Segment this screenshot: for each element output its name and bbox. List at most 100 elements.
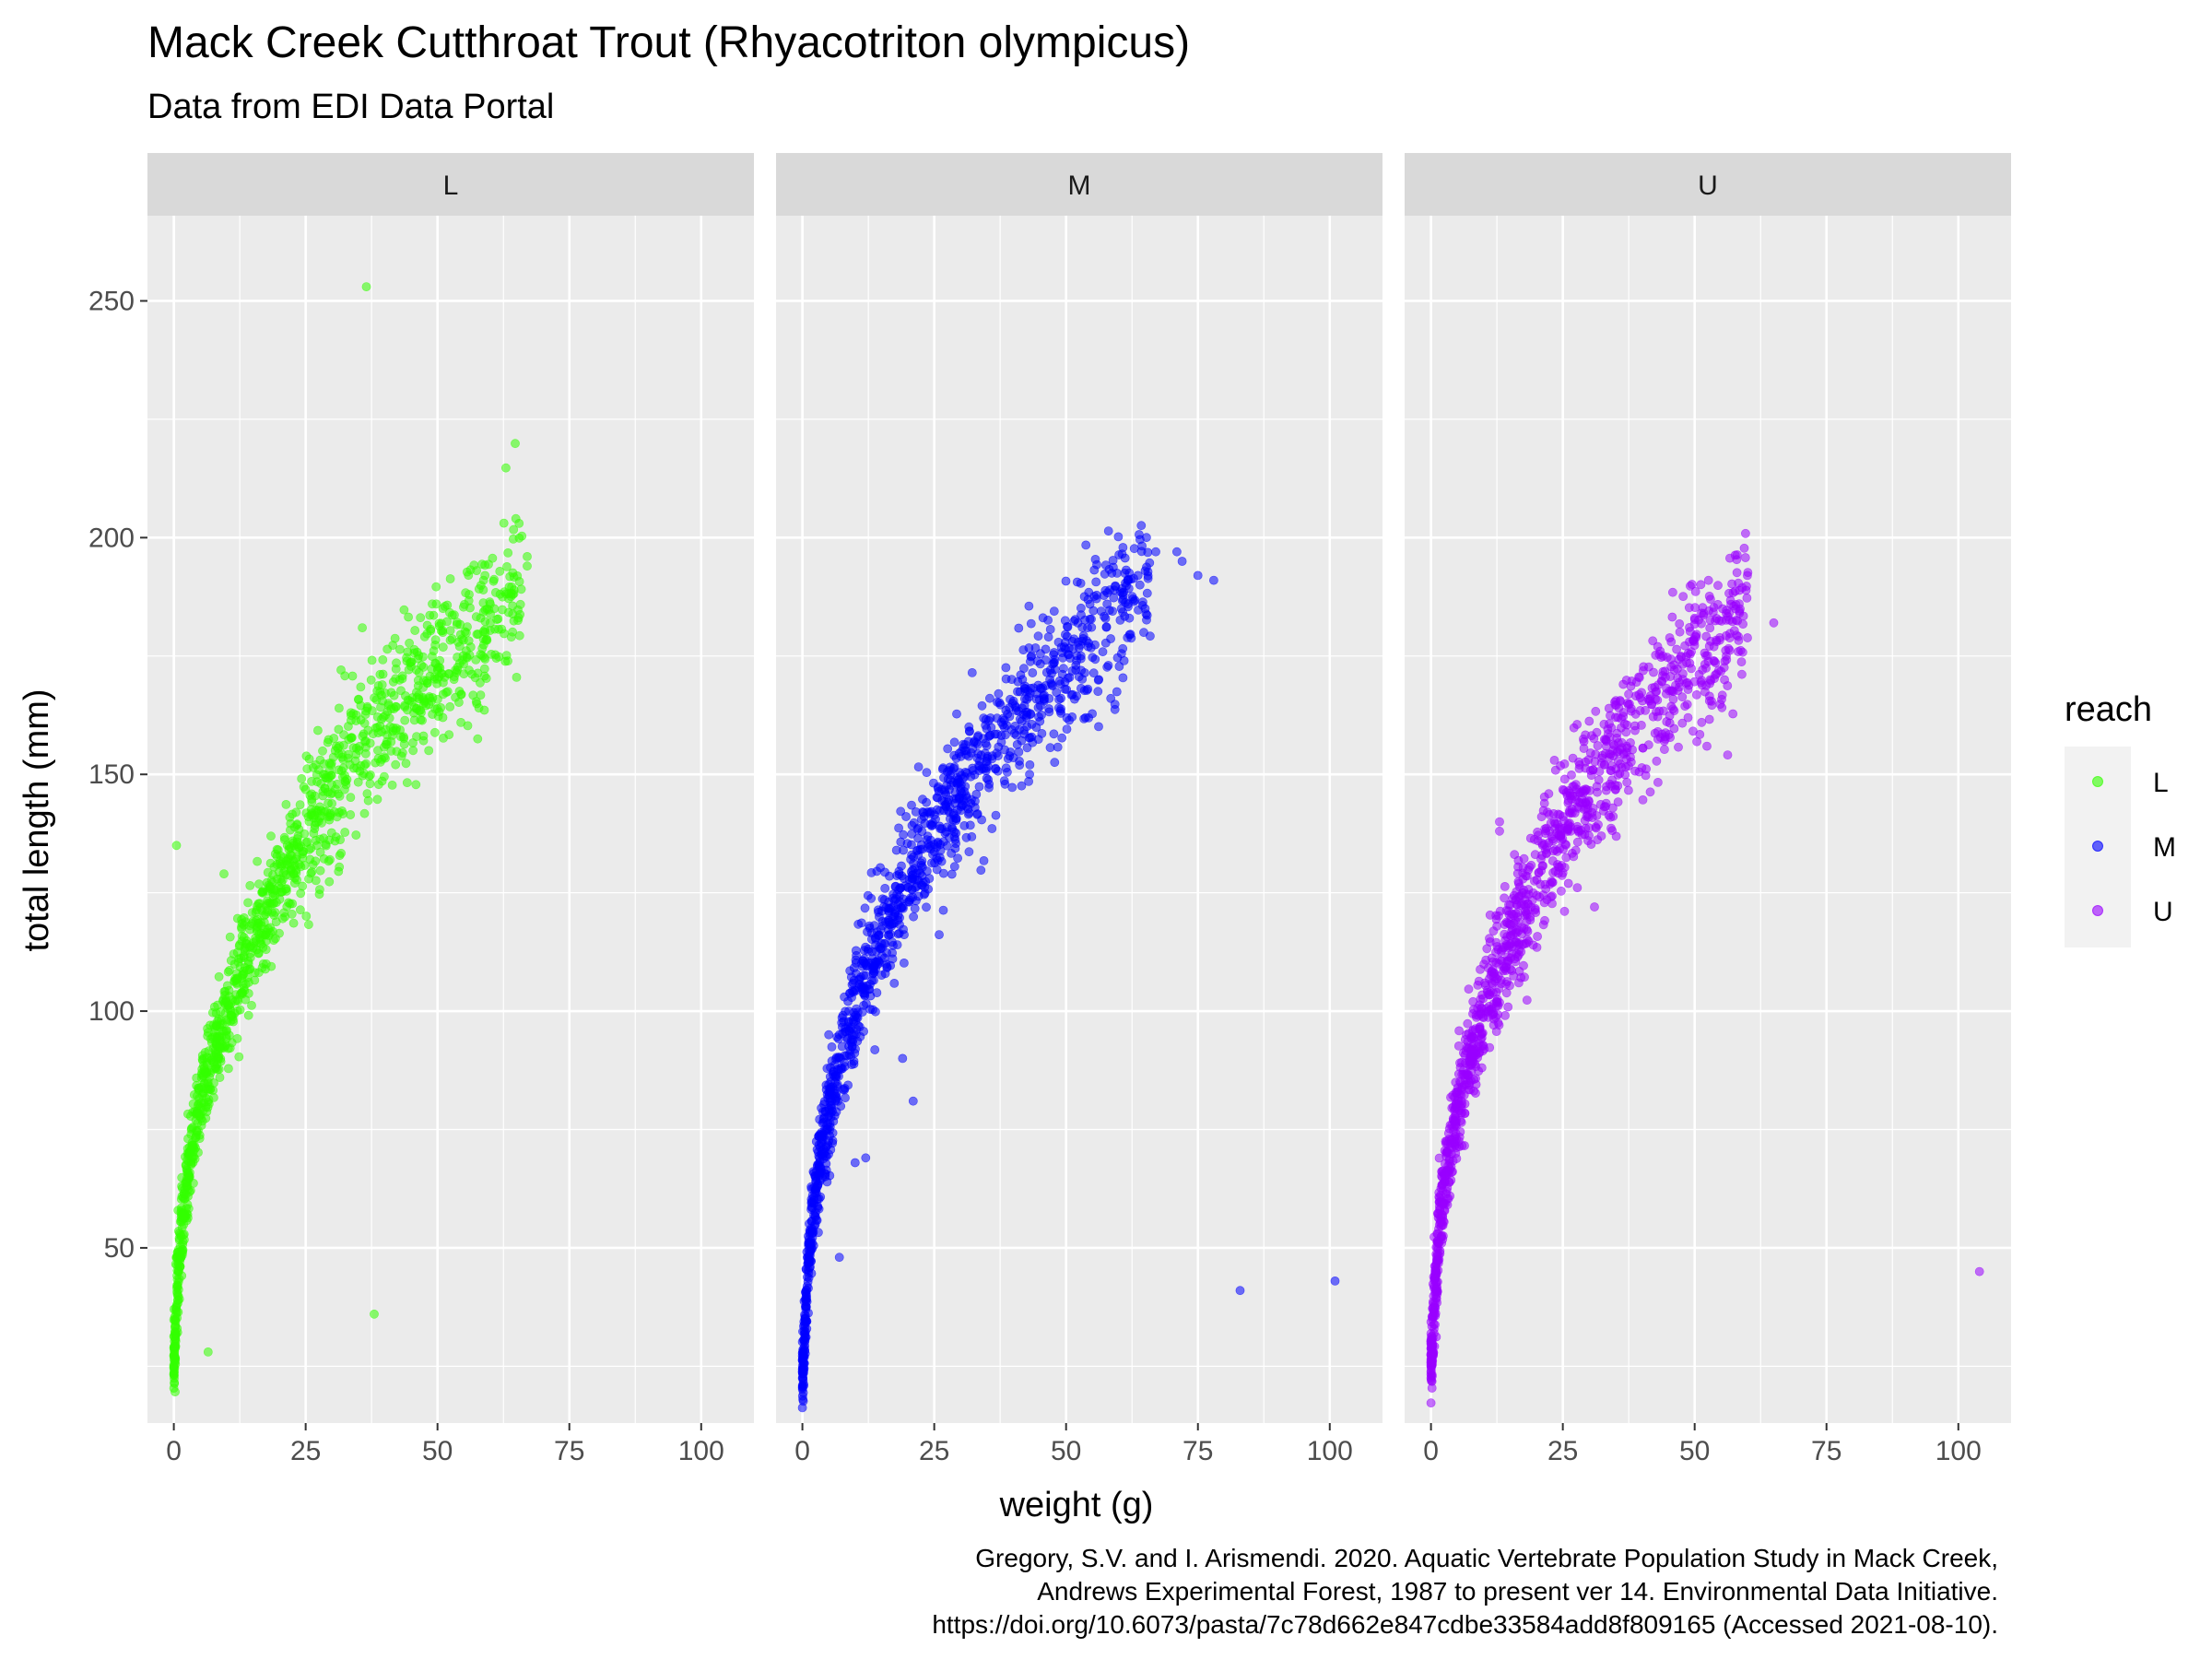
data-point — [1142, 588, 1152, 598]
data-point — [1594, 775, 1604, 785]
data-point — [962, 793, 971, 803]
data-point — [800, 1333, 810, 1343]
data-point — [841, 1006, 850, 1017]
data-point — [1140, 604, 1150, 614]
data-point — [1081, 540, 1091, 550]
data-point — [1567, 771, 1576, 780]
data-point — [1038, 613, 1048, 623]
data-point — [1235, 1286, 1245, 1296]
data-point — [286, 843, 295, 853]
data-point — [1735, 608, 1745, 618]
data-point — [356, 682, 366, 692]
data-point — [438, 628, 448, 637]
data-point — [810, 1219, 820, 1230]
data-point — [1722, 651, 1731, 661]
data-point — [1677, 692, 1688, 702]
data-point — [247, 1001, 256, 1010]
data-point — [862, 999, 871, 1008]
data-point — [1428, 1303, 1438, 1313]
data-point — [1596, 759, 1606, 768]
data-point — [869, 921, 879, 931]
data-point — [1579, 805, 1589, 814]
data-point — [1474, 976, 1484, 986]
data-point — [798, 1368, 808, 1378]
data-point — [511, 439, 520, 449]
data-point — [311, 760, 321, 770]
facet-panel-m: M 0 25 50 75 100 — [776, 153, 1382, 1466]
facet-strip — [147, 153, 754, 216]
data-point — [430, 635, 441, 644]
data-point — [1624, 689, 1633, 700]
data-point — [1590, 902, 1599, 912]
data-point — [1065, 673, 1075, 682]
data-point — [1330, 1277, 1340, 1286]
data-point — [1565, 818, 1574, 829]
data-point — [945, 775, 955, 784]
data-point — [947, 869, 957, 879]
data-point — [311, 856, 321, 866]
data-point — [215, 1036, 225, 1046]
data-point — [1436, 1190, 1445, 1200]
data-point — [969, 737, 979, 747]
data-point — [265, 923, 276, 933]
data-point — [855, 974, 865, 984]
data-point — [877, 921, 888, 931]
data-point — [1687, 580, 1697, 589]
data-point — [288, 918, 299, 928]
data-point — [1017, 735, 1027, 746]
data-point — [1469, 1033, 1478, 1042]
data-point — [418, 731, 429, 741]
data-point — [1545, 809, 1554, 819]
data-point — [351, 830, 361, 840]
data-point — [204, 1095, 214, 1104]
data-point — [1688, 726, 1698, 736]
data-point — [841, 1093, 850, 1102]
data-point — [211, 1021, 221, 1031]
data-point — [987, 751, 997, 761]
data-point — [913, 762, 924, 771]
data-point — [1111, 581, 1120, 591]
data-point — [1001, 663, 1011, 673]
data-point — [853, 1021, 864, 1030]
data-point — [996, 731, 1006, 740]
data-point — [1571, 780, 1581, 789]
data-point — [1539, 898, 1549, 908]
data-point — [1091, 577, 1101, 587]
data-point — [186, 1124, 196, 1134]
data-point — [1565, 788, 1575, 798]
data-point — [424, 746, 434, 756]
data-point — [860, 903, 870, 913]
data-point — [1118, 673, 1128, 683]
data-point — [1033, 735, 1043, 745]
facet-panels: L 0 25 50 75 100 M 0 25 50 75 100 U 0 25 50 75 100 — [147, 153, 2011, 1466]
data-point — [1084, 713, 1093, 723]
data-point — [305, 791, 315, 800]
data-point — [964, 722, 974, 732]
data-point — [335, 862, 345, 872]
data-point — [1581, 757, 1591, 767]
data-point — [1432, 1251, 1441, 1261]
data-point — [1741, 528, 1750, 538]
data-point — [392, 747, 402, 757]
data-point — [427, 652, 437, 662]
data-point — [1485, 910, 1495, 920]
data-point — [798, 1358, 808, 1368]
data-point — [1524, 885, 1534, 894]
data-point — [1451, 1128, 1461, 1138]
data-point — [245, 881, 255, 890]
data-point — [1503, 1002, 1513, 1012]
facet-strip-label: U — [1698, 171, 1718, 201]
data-point — [449, 610, 459, 620]
data-point — [818, 1118, 828, 1128]
data-point — [1634, 767, 1644, 777]
data-point — [472, 699, 482, 709]
data-point — [1020, 684, 1030, 694]
x-tick-label: 100 — [678, 1436, 724, 1466]
data-point — [806, 1246, 815, 1256]
data-point — [1110, 700, 1120, 709]
data-point — [370, 1309, 379, 1319]
data-point — [1624, 785, 1633, 795]
data-point — [985, 693, 994, 703]
data-point — [486, 599, 495, 609]
